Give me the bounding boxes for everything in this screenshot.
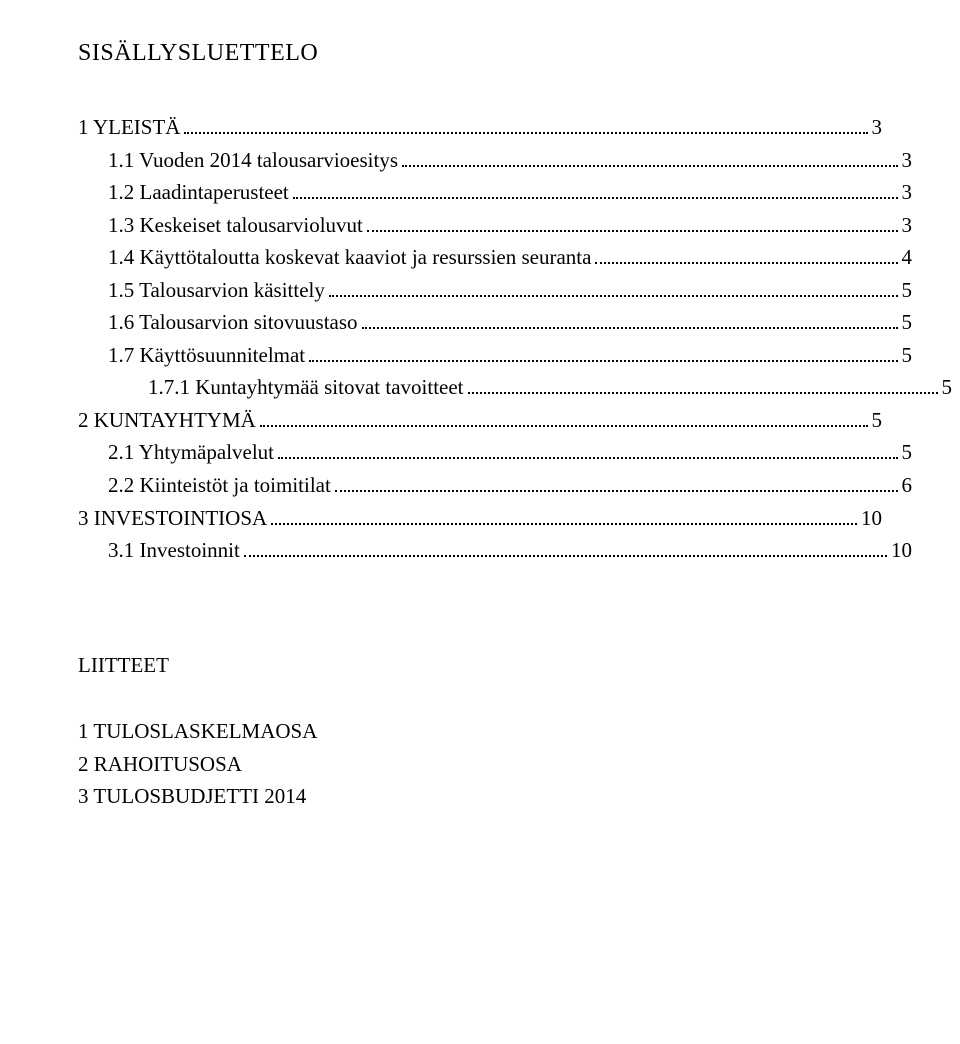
- toc-entry-page: 3: [872, 111, 883, 144]
- toc-row: 3 INVESTOINTIOSA 10: [78, 502, 882, 535]
- toc-entry-label: 2.2 Kiinteistöt ja toimitilat: [108, 469, 331, 502]
- toc-entry-label: 1.4 Käyttötaloutta koskevat kaaviot ja r…: [108, 241, 591, 274]
- appendix-title: LIITTEET: [78, 649, 882, 682]
- toc-entry-page: 10: [861, 502, 882, 535]
- toc-entry-page: 5: [902, 436, 913, 469]
- toc-list: 1 YLEISTÄ 3 1.1 Vuoden 2014 talousarvioesi…: [78, 111, 882, 567]
- toc-entry-page: 3: [902, 144, 913, 177]
- toc-dots: [362, 316, 898, 330]
- toc-entry-label: 1.2 Laadintaperusteet: [108, 176, 289, 209]
- toc-row: 1.7.1 Kuntayhtymää sitovat tavoitteet 5: [78, 371, 952, 404]
- toc-dots: [468, 381, 938, 395]
- toc-dots: [402, 153, 898, 167]
- toc-entry-page: 4: [902, 241, 913, 274]
- toc-dots: [260, 413, 868, 427]
- toc-row: 1.6 Talousarvion sitovuustaso 5: [78, 306, 912, 339]
- toc-entry-page: 3: [902, 209, 913, 242]
- toc-entry-label: 1.7 Käyttösuunnitelmat: [108, 339, 305, 372]
- toc-dots: [329, 283, 898, 297]
- toc-entry-page: 5: [902, 306, 913, 339]
- toc-entry-label: 1.1 Vuoden 2014 talousarvioesitys: [108, 144, 398, 177]
- toc-row: 1.2 Laadintaperusteet 3: [78, 176, 912, 209]
- toc-entry-page: 5: [872, 404, 883, 437]
- toc-row: 1 YLEISTÄ 3: [78, 111, 882, 144]
- toc-row: 1.4 Käyttötaloutta koskevat kaaviot ja r…: [78, 241, 912, 274]
- toc-dots: [309, 348, 897, 362]
- toc-dots: [278, 446, 897, 460]
- toc-entry-page: 5: [902, 274, 913, 307]
- toc-row: 2.1 Yhtymäpalvelut 5: [78, 436, 912, 469]
- toc-dots: [271, 511, 857, 525]
- toc-entry-label: 2.1 Yhtymäpalvelut: [108, 436, 274, 469]
- toc-dots: [244, 544, 887, 558]
- toc-row: 3.1 Investoinnit 10: [78, 534, 912, 567]
- toc-entry-page: 6: [902, 469, 913, 502]
- toc-dots: [184, 120, 867, 134]
- toc-row: 1.1 Vuoden 2014 talousarvioesitys 3: [78, 144, 912, 177]
- toc-entry-page: 5: [902, 339, 913, 372]
- toc-dots: [595, 251, 897, 265]
- toc-row: 1.5 Talousarvion käsittely 5: [78, 274, 912, 307]
- toc-entry-label: 1.6 Talousarvion sitovuustaso: [108, 306, 358, 339]
- toc-dots: [293, 186, 898, 200]
- toc-title: SISÄLLYSLUETTELO: [78, 40, 882, 67]
- toc-entry-page: 3: [902, 176, 913, 209]
- page-container: SISÄLLYSLUETTELO 1 YLEISTÄ31.1 Vuoden 20…: [0, 0, 960, 853]
- toc-entry-page: 5: [942, 371, 953, 404]
- toc-entry-label: 3 INVESTOINTIOSA: [78, 502, 267, 535]
- toc-entry-label: 2 KUNTAYHTYMÄ: [78, 404, 256, 437]
- toc-row: 1.7 Käyttösuunnitelmat 5: [78, 339, 912, 372]
- toc-row: 1.3 Keskeiset talousarvioluvut 3: [78, 209, 912, 242]
- appendix-items: 1 TULOSLASKELMAOSA2 RAHOITUSOSA3 TULOSBU…: [78, 715, 882, 813]
- toc-entry-label: 3.1 Investoinnit: [108, 534, 240, 567]
- appendix-item: 1 TULOSLASKELMAOSA: [78, 715, 882, 748]
- toc-entry-page: 10: [891, 534, 912, 567]
- toc-entry-label: 1.5 Talousarvion käsittely: [108, 274, 325, 307]
- toc-entry-label: 1.3 Keskeiset talousarvioluvut: [108, 209, 363, 242]
- toc-dots: [335, 478, 898, 492]
- appendix-block: LIITTEET 1 TULOSLASKELMAOSA2 RAHOITUSOSA…: [78, 649, 882, 813]
- toc-dots: [367, 218, 898, 232]
- appendix-item: 3 TULOSBUDJETTI 2014: [78, 780, 882, 813]
- appendix-item: 2 RAHOITUSOSA: [78, 748, 882, 781]
- toc-row: 2.2 Kiinteistöt ja toimitilat 6: [78, 469, 912, 502]
- toc-entry-label: 1 YLEISTÄ: [78, 111, 180, 144]
- toc-entry-label: 1.7.1 Kuntayhtymää sitovat tavoitteet: [148, 371, 464, 404]
- toc-row: 2 KUNTAYHTYMÄ 5: [78, 404, 882, 437]
